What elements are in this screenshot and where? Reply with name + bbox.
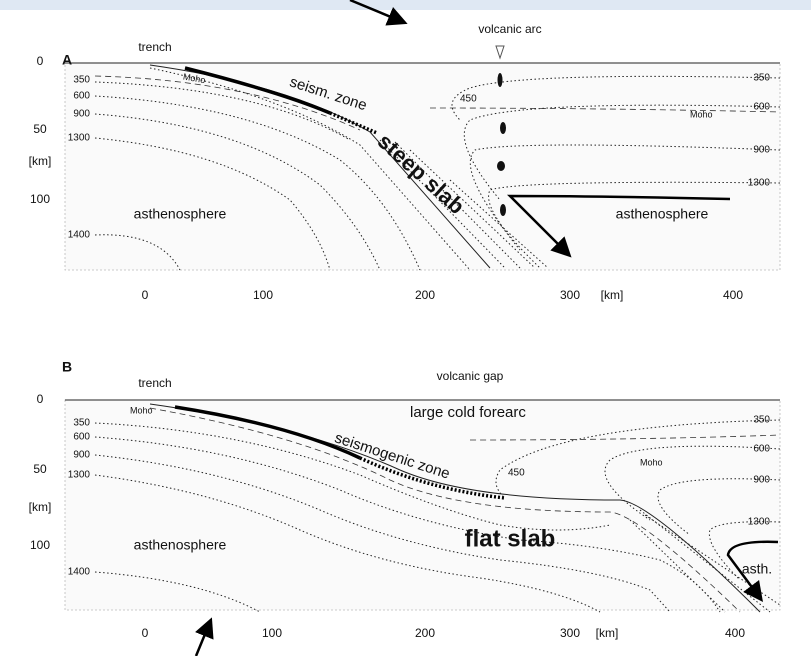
isotherm-label: 600 [73, 432, 90, 443]
depth-tick-label: [km] [29, 154, 52, 168]
arc-label: volcanic gap [437, 369, 504, 383]
isotherm-label: 900 [73, 450, 90, 461]
depth-tick-label: 100 [30, 538, 50, 552]
isotherm-label: 1400 [68, 567, 91, 578]
trench-label: trench [138, 376, 171, 390]
moho-label: Moho [690, 109, 713, 119]
x-tick-label: [km] [596, 626, 619, 640]
isotherm-label: 350 [73, 418, 90, 429]
x-tick-label: 300 [560, 288, 580, 302]
slab-label: flat slab [465, 525, 556, 552]
x-tick-label: 0 [142, 288, 149, 302]
isotherm-label: 1300 [748, 178, 771, 189]
isotherm-label: 350 [753, 415, 770, 426]
panel-label: B [62, 359, 72, 375]
depth-tick-label: 50 [33, 122, 47, 136]
depth-tick-label: 0 [37, 392, 44, 406]
x-tick-label: 400 [725, 626, 745, 640]
panel-label: A [62, 52, 72, 68]
x-tick-label: 100 [253, 288, 273, 302]
asthenosphere-label: asthenosphere [616, 206, 709, 222]
isotherm-label: 1300 [68, 133, 91, 144]
x-tick-label: 0 [142, 626, 149, 640]
x-tick-label: 200 [415, 288, 435, 302]
depth-tick-label: [km] [29, 500, 52, 514]
x-tick-label: 300 [560, 626, 580, 640]
forearc-label: large cold forearc [410, 404, 526, 421]
asthenosphere-label: asth. [742, 561, 772, 577]
depth-tick-label: 0 [37, 54, 44, 68]
panel-frame [65, 400, 780, 610]
panel-b [65, 400, 780, 656]
depth-tick-label: 50 [33, 462, 47, 476]
isotherm-label: 350 [73, 75, 90, 86]
isotherm-label: 600 [73, 91, 90, 102]
isotherm-label: 1400 [68, 230, 91, 241]
moho-label: Moho [640, 457, 663, 467]
pointer-arrow [196, 622, 210, 656]
isotherm-label: 1300 [68, 470, 91, 481]
isotherm-label: 600 [753, 444, 770, 455]
isotherm-label: 900 [73, 109, 90, 120]
isotherm-label: 350 [753, 73, 770, 84]
isotherm-label: 600 [753, 102, 770, 113]
x-tick-label: 200 [415, 626, 435, 640]
isotherm-label: 450 [508, 468, 525, 479]
moho-label: Moho [130, 405, 153, 415]
x-tick-label: [km] [601, 288, 624, 302]
x-tick-label: 400 [723, 288, 743, 302]
depth-tick-label: 100 [30, 192, 50, 206]
volcano [496, 46, 504, 58]
isotherm-label: 1300 [748, 517, 771, 528]
panel-a [65, 0, 780, 270]
x-tick-label: 100 [262, 626, 282, 640]
isotherm-label: 900 [753, 145, 770, 156]
trench-label: trench [138, 40, 171, 54]
isotherm-label: 900 [753, 475, 770, 486]
isotherm-label: 450 [460, 94, 477, 105]
asthenosphere-label: asthenosphere [134, 537, 227, 553]
top-strip [0, 0, 811, 10]
asthenosphere-label: asthenosphere [134, 206, 227, 222]
arc-label: volcanic arc [478, 22, 541, 36]
figure: Atrench volcanic arc 0 50 [km] 100 350 600 900 13… [0, 0, 811, 656]
